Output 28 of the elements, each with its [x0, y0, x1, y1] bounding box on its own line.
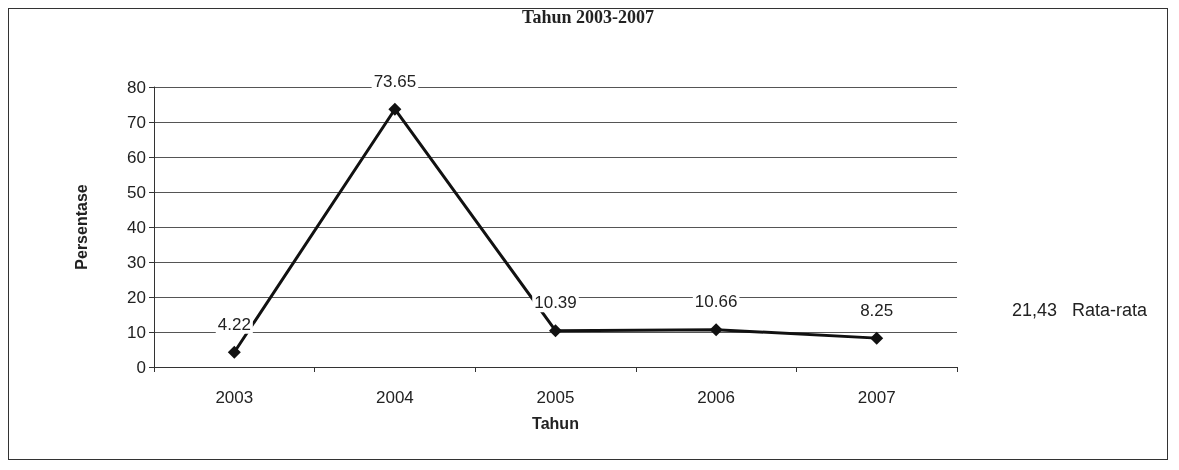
- x-axis-title: Tahun: [532, 414, 579, 432]
- x-tick-label: 2006: [697, 388, 736, 407]
- data-label: 10.66: [694, 292, 738, 312]
- data-label: 8.25: [860, 300, 894, 320]
- y-tick-label: 0: [136, 357, 146, 377]
- y-tick-label: 80: [127, 77, 146, 97]
- point: [549, 324, 562, 338]
- point: [227, 345, 241, 359]
- point: [709, 323, 723, 337]
- y-tick-label: 60: [127, 147, 146, 167]
- data-label: 73.65: [373, 71, 417, 91]
- point: [870, 331, 884, 345]
- x-tick-label: 2007: [857, 388, 896, 407]
- chart-title: Tahun 2003-2007: [522, 7, 654, 27]
- point: [388, 102, 402, 116]
- x-tick-label: 2003: [215, 388, 254, 407]
- y-tick-label: 50: [127, 182, 146, 202]
- y-tick-label: 30: [127, 252, 146, 272]
- y-tick-label: 70: [127, 112, 146, 132]
- data-label: 4.22: [217, 314, 251, 334]
- y-tick-label: 10: [127, 322, 146, 342]
- data-label: 10.39: [534, 293, 577, 313]
- y-axis-title: Persentase: [72, 184, 90, 270]
- x-tick-label: 2004: [375, 388, 414, 407]
- text: 21,43 Rata-rata: [1011, 299, 1148, 320]
- y-tick-label: 40: [127, 217, 146, 237]
- x-tick-label: 2005: [536, 388, 575, 407]
- y-tick-label: 20: [127, 287, 146, 307]
